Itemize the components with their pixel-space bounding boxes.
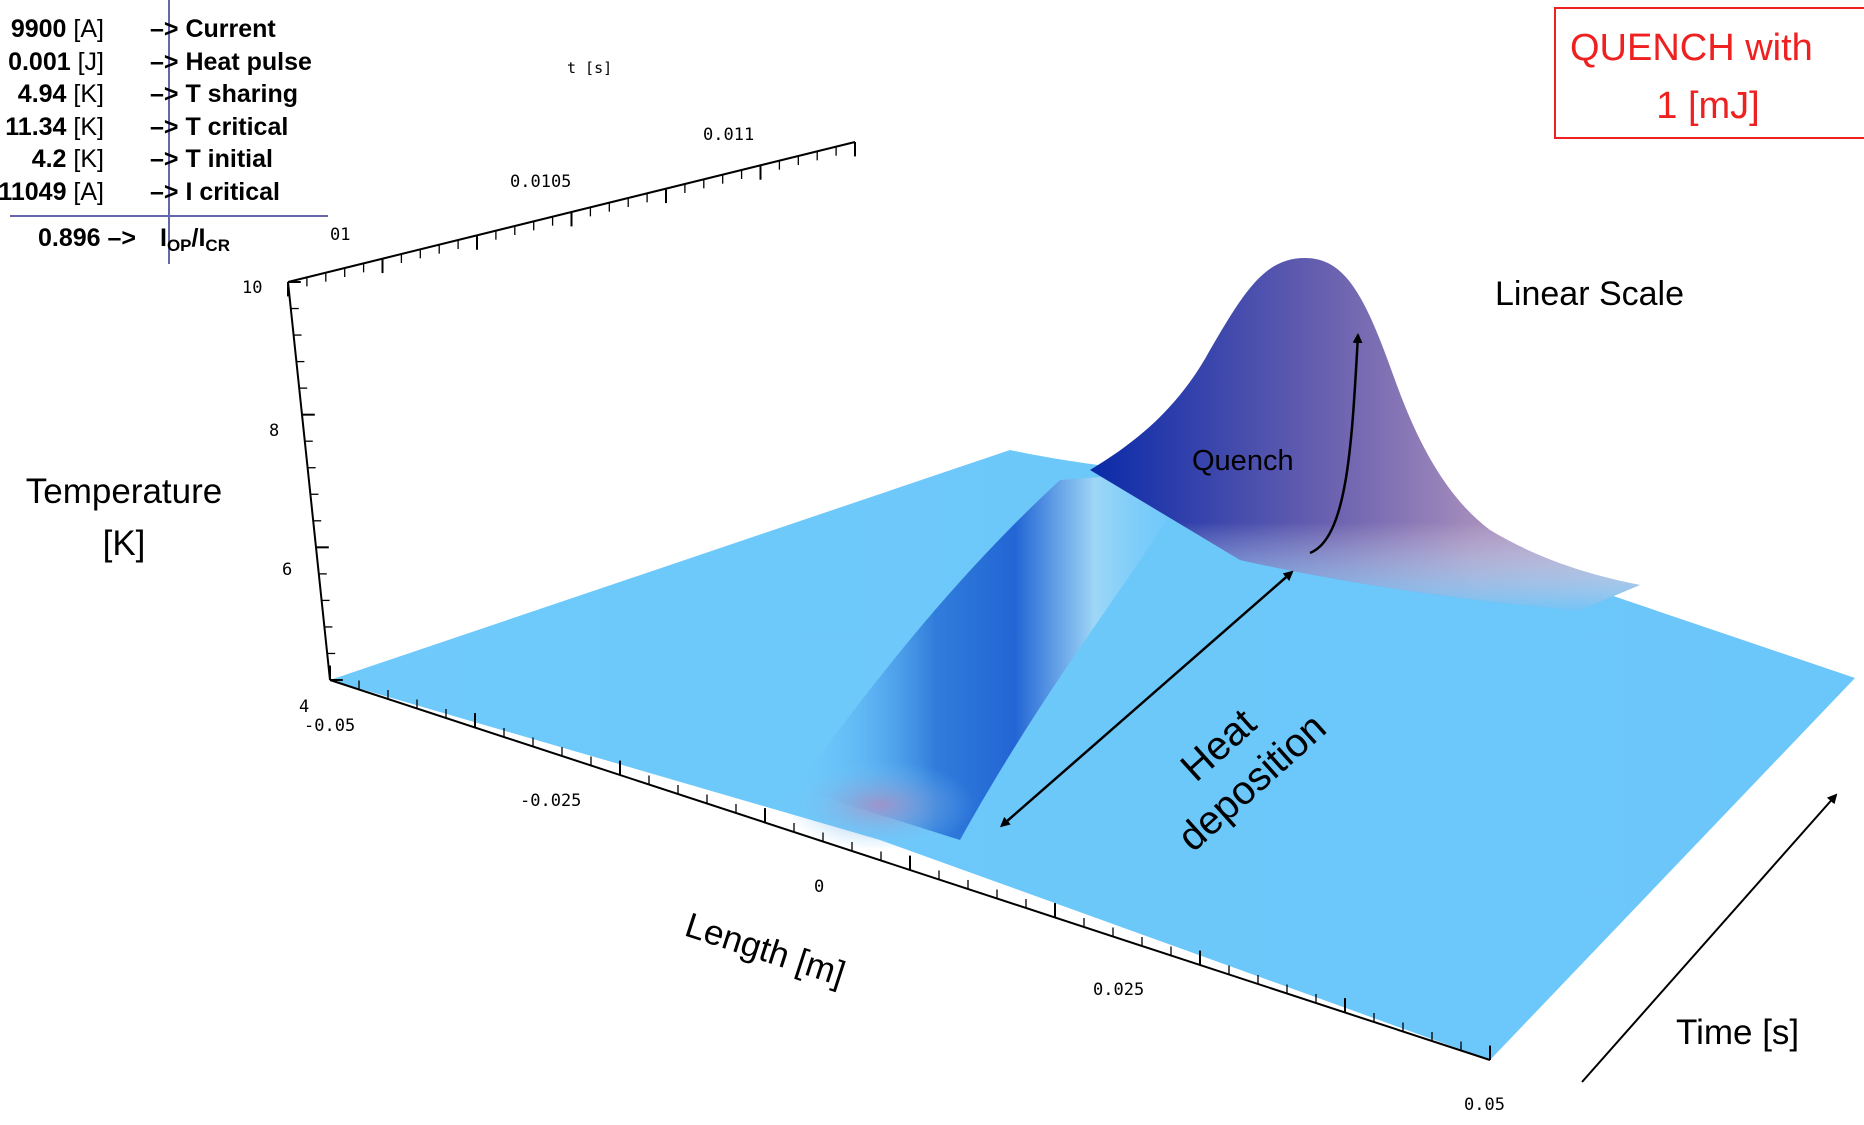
svg-text:–> I critical: –> I critical (150, 178, 280, 206)
quench-box-title: QUENCH with (1570, 27, 1813, 69)
svg-text:–> T critical: –> T critical (150, 113, 288, 141)
svg-text:0.896 –>: 0.896 –> (38, 224, 136, 252)
svg-text:–> Current: –> Current (150, 15, 276, 43)
quench-box (1554, 7, 1864, 139)
x-axis-label: Length [m] (681, 906, 850, 994)
svg-text:–> T sharing: –> T sharing (150, 80, 298, 108)
svg-text:4.2 [K]: 4.2 [K] (32, 145, 104, 173)
svg-text:–> Heat pulse: –> Heat pulse (150, 48, 312, 76)
svg-text:4.94 [K]: 4.94 [K] (18, 80, 104, 108)
z-axis (287, 281, 331, 681)
x-tick-label: -0.05 (304, 716, 355, 736)
svg-text:–> T initial: –> T initial (150, 145, 273, 173)
svg-text:0.001 [J]: 0.001 [J] (8, 48, 104, 76)
surface-ridge (795, 470, 1195, 840)
quench-box-energy: 1 [mJ] (1656, 85, 1759, 127)
param-row: 11049 [A] –> I critical (0, 178, 280, 206)
x-tick-label: 0.05 (1464, 1095, 1505, 1115)
heat-deposition-arrow (999, 570, 1294, 828)
quench-arrow (1309, 333, 1363, 555)
z-tick-label: 4 (299, 697, 309, 717)
y-tick-label: 01 (330, 225, 350, 245)
tick-marks (287, 142, 1491, 1060)
y-tick-label: 0.0105 (510, 172, 571, 192)
x-tick-label: -0.025 (520, 791, 581, 811)
svg-text:11049 [A]: 11049 [A] (0, 178, 104, 206)
z-axis-label: Temperature (26, 472, 222, 511)
y-tick-label: 0.011 (703, 125, 754, 145)
z-tick-label: 10 (242, 278, 262, 298)
svg-text:9900 [A]: 9900 [A] (11, 15, 104, 43)
param-row: 9900 [A] –> Current (11, 15, 277, 43)
param-row: 4.2 [K] –> T initial (32, 145, 273, 173)
linear-scale-label: Linear Scale (1495, 275, 1684, 313)
svg-text:IOP/ICR: IOP/ICR (160, 224, 230, 255)
x-tick-label: 0 (814, 877, 824, 897)
z-tick-label: 8 (269, 421, 279, 441)
time-arrow (1581, 793, 1838, 1083)
ratio-row: 0.896 –> IOP/ICR (38, 224, 230, 255)
param-row: 11.34 [K] –> T critical (5, 113, 288, 141)
z-axis-label: [K] (103, 524, 146, 563)
param-row: 0.001 [J] –> Heat pulse (8, 48, 312, 76)
x-tick-label: 0.025 (1093, 980, 1144, 1000)
ridge-start (785, 760, 975, 850)
svg-text:11.34 [K]: 11.34 [K] (5, 113, 104, 141)
quench-label: Quench (1192, 445, 1294, 477)
time-label: Time [s] (1676, 1013, 1799, 1052)
y-axis-label: t [s] (567, 59, 612, 77)
z-tick-label: 6 (282, 560, 292, 580)
param-row: 4.94 [K] –> T sharing (18, 80, 298, 108)
